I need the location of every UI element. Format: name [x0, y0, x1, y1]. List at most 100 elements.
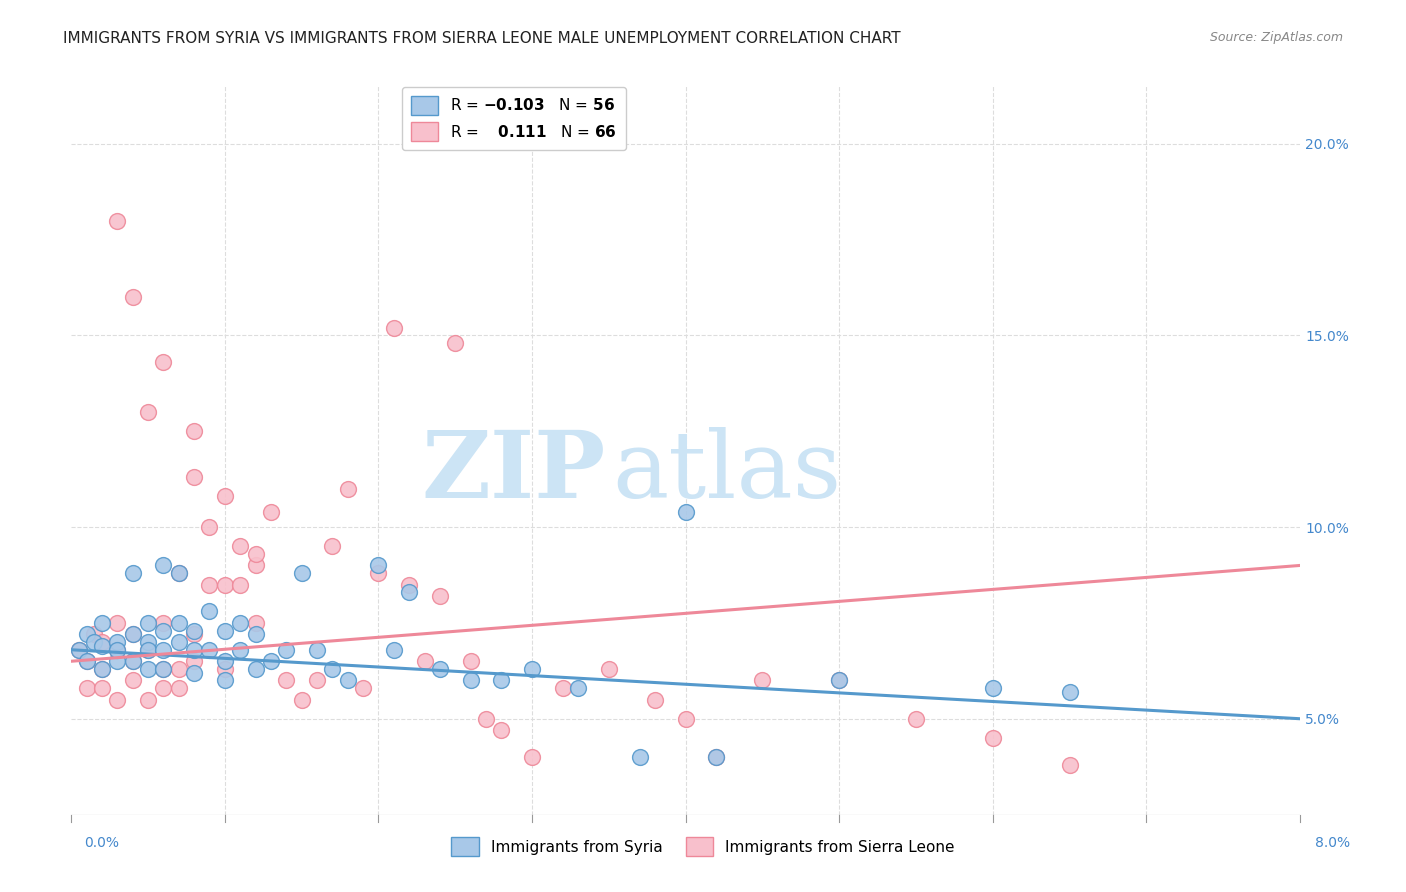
- Point: [105, 635, 128, 649]
- Point: [167, 615, 190, 630]
- Point: [828, 673, 851, 688]
- Point: [167, 635, 190, 649]
- Point: [91, 635, 114, 649]
- Point: [67, 642, 90, 657]
- Point: [167, 566, 190, 580]
- Point: [183, 654, 205, 668]
- Point: [460, 673, 482, 688]
- Text: 0.0%: 0.0%: [84, 836, 118, 850]
- Point: [183, 470, 205, 484]
- Point: [214, 577, 236, 591]
- Point: [183, 665, 205, 680]
- Point: [136, 615, 159, 630]
- Point: [76, 681, 98, 695]
- Point: [245, 662, 267, 676]
- Point: [291, 692, 314, 706]
- Point: [152, 681, 174, 695]
- Point: [1059, 757, 1081, 772]
- Point: [198, 604, 221, 618]
- Point: [121, 566, 143, 580]
- Point: [183, 624, 205, 638]
- Point: [751, 673, 773, 688]
- Point: [214, 490, 236, 504]
- Point: [1059, 685, 1081, 699]
- Point: [520, 750, 543, 764]
- Point: [198, 520, 221, 534]
- Point: [305, 673, 328, 688]
- Point: [382, 321, 405, 335]
- Point: [198, 642, 221, 657]
- Point: [121, 654, 143, 668]
- Point: [491, 723, 513, 738]
- Point: [91, 639, 114, 653]
- Legend: R = $\mathbf{-0.103}$   N = $\mathbf{56}$, R =    $\mathbf{0.111}$   N = $\mathb: R = $\mathbf{-0.103}$ N = $\mathbf{56}$,…: [402, 87, 626, 150]
- Point: [413, 654, 436, 668]
- Point: [628, 750, 651, 764]
- Point: [167, 662, 190, 676]
- Point: [105, 692, 128, 706]
- Point: [352, 681, 374, 695]
- Text: atlas: atlas: [612, 427, 841, 517]
- Point: [321, 662, 343, 676]
- Point: [905, 712, 928, 726]
- Point: [229, 577, 252, 591]
- Point: [121, 654, 143, 668]
- Text: ZIP: ZIP: [422, 427, 606, 517]
- Point: [367, 558, 389, 573]
- Point: [76, 654, 98, 668]
- Point: [214, 624, 236, 638]
- Point: [67, 642, 90, 657]
- Point: [83, 627, 105, 641]
- Point: [444, 336, 467, 351]
- Point: [336, 673, 359, 688]
- Point: [76, 627, 98, 641]
- Point: [981, 681, 1004, 695]
- Point: [136, 642, 159, 657]
- Point: [183, 425, 205, 439]
- Point: [398, 585, 420, 599]
- Point: [121, 673, 143, 688]
- Point: [382, 642, 405, 657]
- Point: [136, 692, 159, 706]
- Point: [367, 566, 389, 580]
- Text: IMMIGRANTS FROM SYRIA VS IMMIGRANTS FROM SIERRA LEONE MALE UNEMPLOYMENT CORRELAT: IMMIGRANTS FROM SYRIA VS IMMIGRANTS FROM…: [63, 31, 901, 46]
- Point: [245, 627, 267, 641]
- Point: [567, 681, 589, 695]
- Point: [105, 615, 128, 630]
- Point: [321, 539, 343, 553]
- Point: [167, 681, 190, 695]
- Point: [214, 662, 236, 676]
- Point: [105, 213, 128, 227]
- Point: [276, 642, 298, 657]
- Point: [121, 627, 143, 641]
- Point: [336, 482, 359, 496]
- Point: [245, 558, 267, 573]
- Text: 8.0%: 8.0%: [1316, 836, 1350, 850]
- Point: [429, 662, 451, 676]
- Point: [152, 558, 174, 573]
- Point: [183, 642, 205, 657]
- Point: [214, 673, 236, 688]
- Point: [706, 750, 728, 764]
- Point: [198, 577, 221, 591]
- Point: [167, 566, 190, 580]
- Point: [305, 642, 328, 657]
- Point: [981, 731, 1004, 745]
- Point: [121, 627, 143, 641]
- Point: [245, 547, 267, 561]
- Point: [152, 642, 174, 657]
- Point: [675, 505, 697, 519]
- Point: [152, 615, 174, 630]
- Point: [136, 635, 159, 649]
- Point: [105, 642, 128, 657]
- Point: [260, 505, 283, 519]
- Point: [291, 566, 314, 580]
- Point: [91, 662, 114, 676]
- Point: [91, 615, 114, 630]
- Text: Source: ZipAtlas.com: Source: ZipAtlas.com: [1209, 31, 1343, 45]
- Point: [398, 577, 420, 591]
- Point: [91, 662, 114, 676]
- Point: [598, 662, 620, 676]
- Point: [429, 589, 451, 603]
- Point: [491, 673, 513, 688]
